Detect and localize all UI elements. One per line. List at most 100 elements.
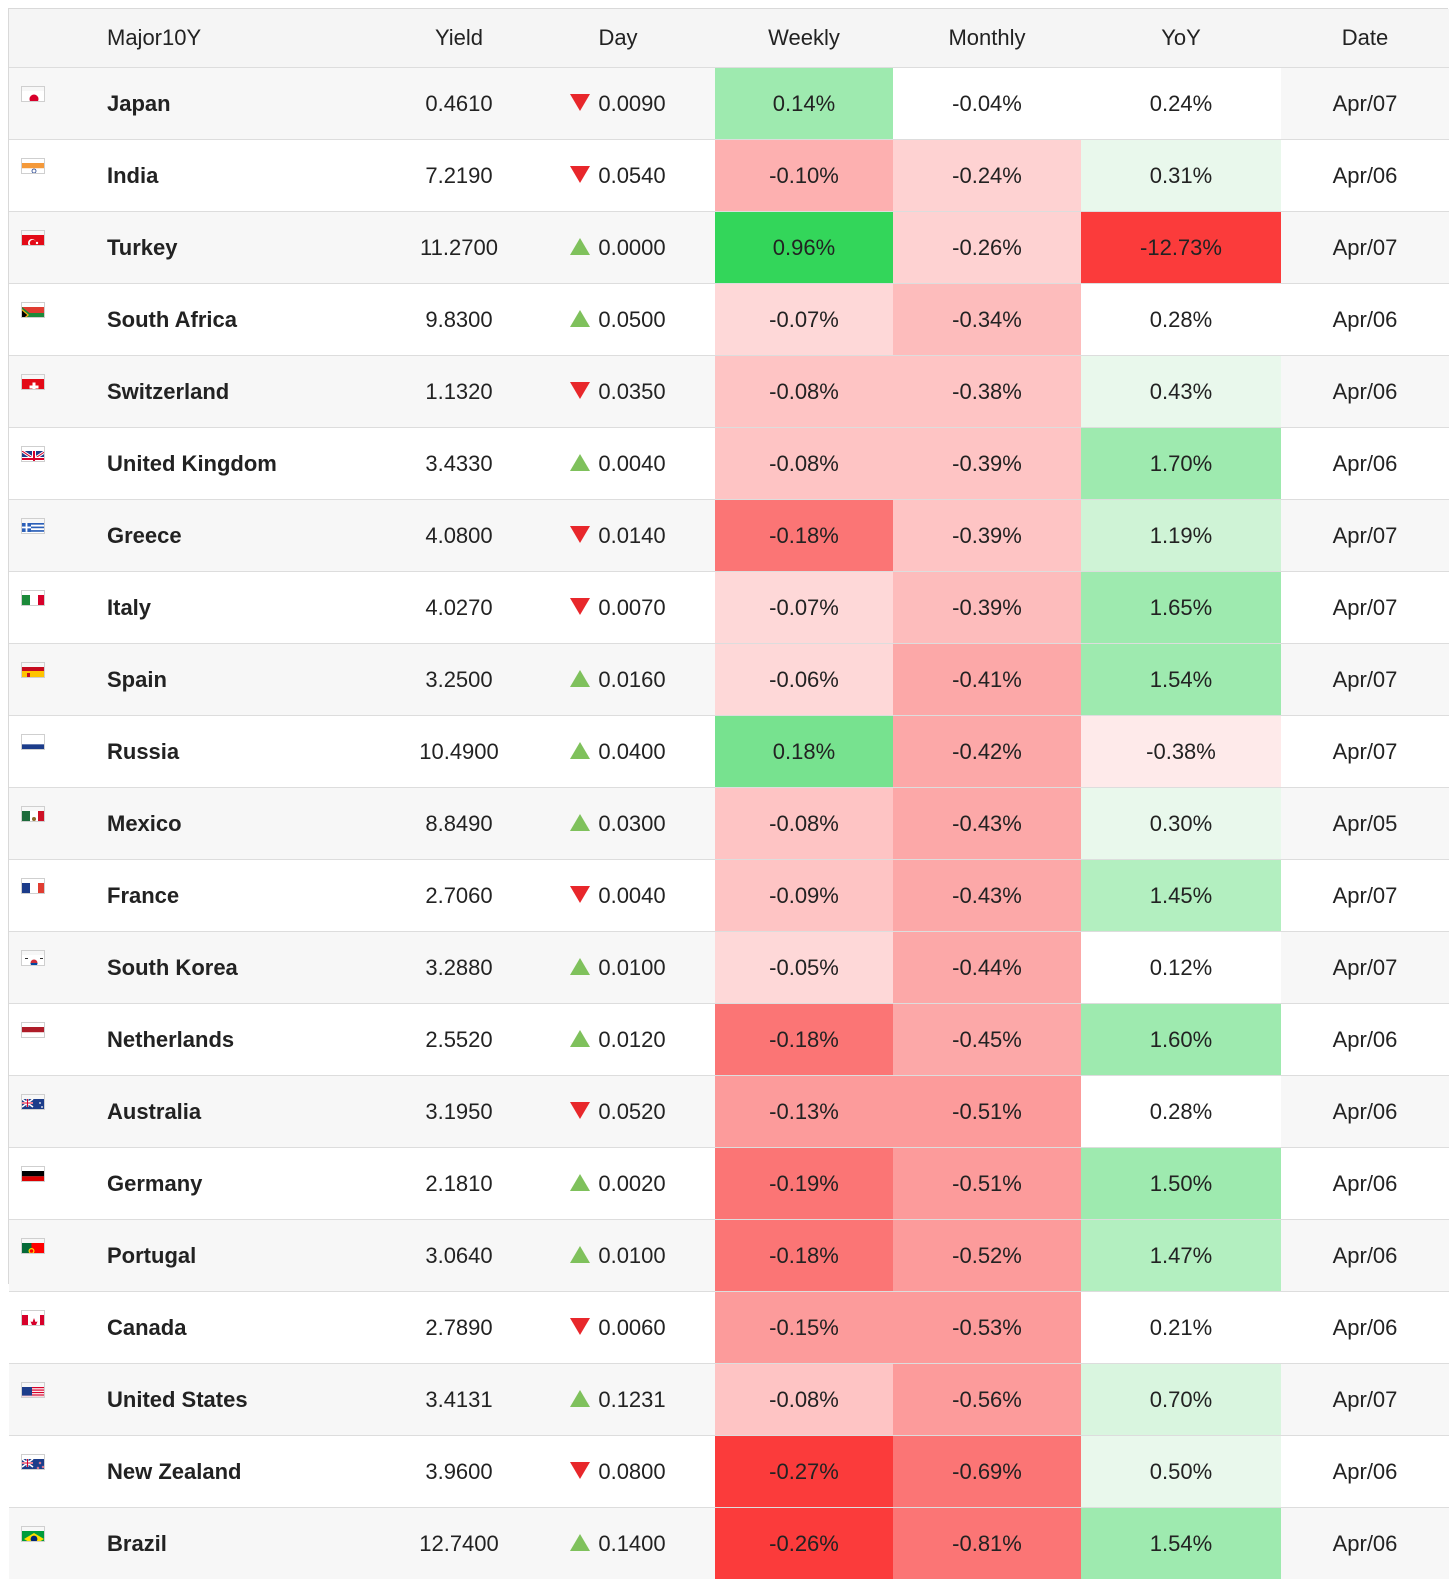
country-name[interactable]: Spain	[107, 644, 397, 716]
header-date[interactable]: Date	[1281, 9, 1449, 68]
japan-flag-icon	[21, 86, 45, 102]
country-name[interactable]: Switzerland	[107, 356, 397, 428]
weekly-change: -0.18%	[715, 1220, 893, 1292]
country-name[interactable]: Japan	[107, 68, 397, 140]
switzerland-flag-icon	[21, 374, 45, 390]
yield-value: 4.0270	[397, 572, 521, 644]
day-change-value: 0.0160	[598, 667, 665, 692]
monthly-change: -0.51%	[893, 1076, 1081, 1148]
country-name[interactable]: Brazil	[107, 1508, 397, 1579]
weekly-change: -0.07%	[715, 572, 893, 644]
yield-value: 2.7890	[397, 1292, 521, 1364]
yoy-change: 1.70%	[1081, 428, 1281, 500]
yield-value: 0.4610	[397, 68, 521, 140]
up-arrow-icon	[570, 310, 590, 327]
header-major10y[interactable]: Major10Y	[107, 9, 397, 68]
monthly-change: -0.56%	[893, 1364, 1081, 1436]
date-value: Apr/06	[1281, 428, 1449, 500]
south-korea-flag-icon	[21, 950, 45, 966]
country-name[interactable]: Mexico	[107, 788, 397, 860]
country-name[interactable]: Netherlands	[107, 1004, 397, 1076]
netherlands-flag-icon	[21, 1022, 45, 1038]
header-day[interactable]: Day	[521, 9, 715, 68]
yoy-change: 0.24%	[1081, 68, 1281, 140]
yoy-change: 1.45%	[1081, 860, 1281, 932]
yoy-change: 1.65%	[1081, 572, 1281, 644]
yield-value: 10.4900	[397, 716, 521, 788]
day-change-value: 0.0350	[598, 379, 665, 404]
country-name[interactable]: Greece	[107, 500, 397, 572]
turkey-flag-icon	[21, 230, 45, 246]
country-name[interactable]: South Africa	[107, 284, 397, 356]
yoy-change: -12.73%	[1081, 212, 1281, 284]
country-name[interactable]: United States	[107, 1364, 397, 1436]
day-change: 0.1400	[521, 1508, 715, 1579]
yield-value: 9.8300	[397, 284, 521, 356]
weekly-change: -0.07%	[715, 284, 893, 356]
flag-cell	[9, 1220, 107, 1292]
monthly-change: -0.24%	[893, 140, 1081, 212]
day-change: 0.0000	[521, 212, 715, 284]
country-name[interactable]: Italy	[107, 572, 397, 644]
monthly-change: -0.53%	[893, 1292, 1081, 1364]
country-name[interactable]: India	[107, 140, 397, 212]
yield-value: 3.1950	[397, 1076, 521, 1148]
flag-cell	[9, 356, 107, 428]
country-name[interactable]: United Kingdom	[107, 428, 397, 500]
canada-flag-icon	[21, 1310, 45, 1326]
country-name[interactable]: France	[107, 860, 397, 932]
monthly-change: -0.52%	[893, 1220, 1081, 1292]
date-value: Apr/05	[1281, 788, 1449, 860]
bond-yield-table: Major10Y Yield Day Weekly Monthly YoY Da…	[9, 9, 1449, 1579]
date-value: Apr/07	[1281, 68, 1449, 140]
country-name[interactable]: South Korea	[107, 932, 397, 1004]
mexico-flag-icon	[21, 806, 45, 822]
weekly-change: -0.18%	[715, 1004, 893, 1076]
day-change-value: 0.0140	[598, 523, 665, 548]
monthly-change: -0.69%	[893, 1436, 1081, 1508]
header-monthly[interactable]: Monthly	[893, 9, 1081, 68]
country-name[interactable]: Turkey	[107, 212, 397, 284]
header-weekly[interactable]: Weekly	[715, 9, 893, 68]
header-yield[interactable]: Yield	[397, 9, 521, 68]
monthly-change: -0.26%	[893, 212, 1081, 284]
country-name[interactable]: Germany	[107, 1148, 397, 1220]
country-name[interactable]: Portugal	[107, 1220, 397, 1292]
country-name[interactable]: Canada	[107, 1292, 397, 1364]
flag-cell	[9, 1436, 107, 1508]
south-africa-flag-icon	[21, 302, 45, 318]
country-name[interactable]: Australia	[107, 1076, 397, 1148]
day-change-value: 0.0400	[598, 739, 665, 764]
yoy-change: 0.30%	[1081, 788, 1281, 860]
yoy-change: 0.28%	[1081, 284, 1281, 356]
yield-value: 8.8490	[397, 788, 521, 860]
yoy-change: 1.54%	[1081, 1508, 1281, 1579]
yield-value: 11.2700	[397, 212, 521, 284]
country-name[interactable]: New Zealand	[107, 1436, 397, 1508]
day-change: 0.0040	[521, 860, 715, 932]
yoy-change: 1.19%	[1081, 500, 1281, 572]
header-yoy[interactable]: YoY	[1081, 9, 1281, 68]
country-name[interactable]: Russia	[107, 716, 397, 788]
